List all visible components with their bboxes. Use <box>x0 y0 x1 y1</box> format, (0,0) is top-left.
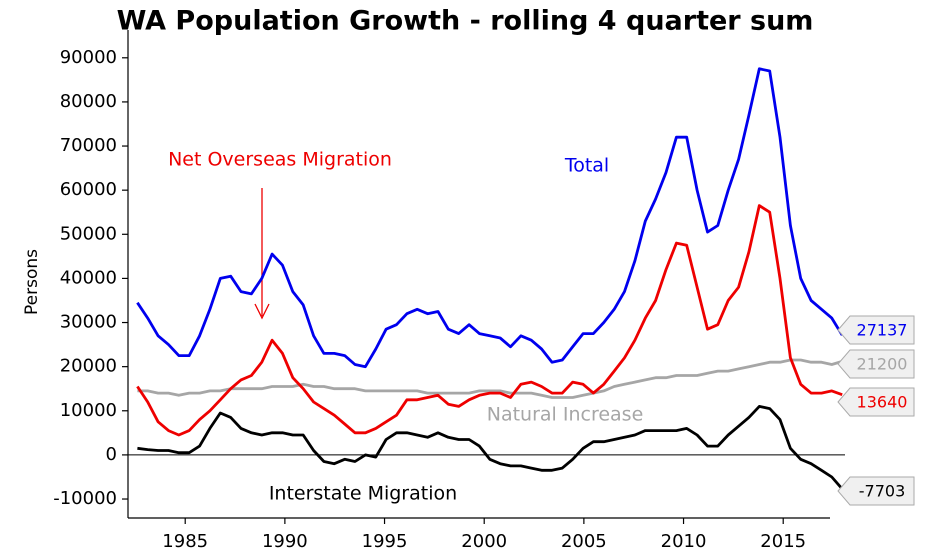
y-tick-label: 50000 <box>60 223 117 244</box>
y-tick-label: 60000 <box>60 179 117 200</box>
y-tick-label: 30000 <box>60 312 117 333</box>
series-line <box>137 358 843 399</box>
series-label: Natural Increase <box>487 404 644 426</box>
x-tick-label: 1995 <box>362 531 408 552</box>
x-tick-label: 1985 <box>162 531 208 552</box>
y-tick-label: 90000 <box>60 47 117 68</box>
series-line <box>136 204 843 437</box>
end-tag <box>837 476 915 506</box>
y-tick-label: 80000 <box>60 91 117 112</box>
y-axis-label: Persons <box>22 249 42 315</box>
end-tag <box>837 315 915 345</box>
end-label: 27137 <box>857 321 908 340</box>
series-line <box>136 67 844 369</box>
series-line <box>137 405 844 490</box>
series-label: Net Overseas Migration <box>168 149 392 171</box>
end-tag <box>837 349 915 379</box>
x-tick-label: 2010 <box>661 531 707 552</box>
end-label: 21200 <box>857 355 908 374</box>
x-tick-label: 1990 <box>262 531 308 552</box>
y-tick-label: 10000 <box>60 400 117 421</box>
x-tick-label: 2005 <box>561 531 607 552</box>
end-label: 13640 <box>857 393 908 412</box>
y-tick-label: 40000 <box>60 267 117 288</box>
y-tick-label: 0 <box>106 444 117 465</box>
annotation-arrowhead <box>254 303 270 320</box>
end-tag <box>837 387 915 417</box>
end-label: -7703 <box>859 482 906 501</box>
series-label: Total <box>564 155 609 177</box>
chart-title: WA Population Growth - rolling 4 quarter… <box>117 6 814 37</box>
x-tick-label: 2000 <box>461 531 507 552</box>
y-tick-label: -10000 <box>53 488 117 509</box>
y-tick-label: 70000 <box>60 135 117 156</box>
y-tick-label: 20000 <box>60 356 117 377</box>
series-label: Interstate Migration <box>269 483 457 505</box>
x-tick-label: 2015 <box>760 531 806 552</box>
